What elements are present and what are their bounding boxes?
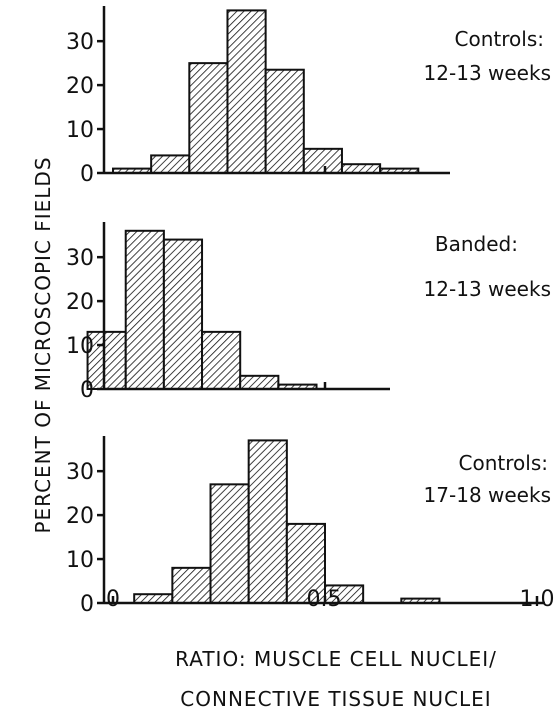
histogram-bar: [150, 154, 191, 174]
y-tick-label: 0: [80, 162, 94, 187]
panel-controls-17-18-weeks: 0 10 20 30: [66, 436, 545, 617]
panel-controls-12-13-weeks: 0 10 20 30: [66, 6, 450, 187]
y-tick-label: 20: [66, 504, 94, 529]
histogram-bar: [209, 483, 250, 604]
y-tick-label: 30: [66, 460, 94, 485]
y-tick-label: 30: [66, 246, 94, 271]
panel-label-3-line2: 17-18 weeks: [424, 483, 551, 507]
y-tick-label: 20: [66, 74, 94, 99]
histogram-bar: [340, 163, 382, 174]
panel-label-1-line1: Controls:: [455, 27, 544, 51]
histogram-bar: [285, 522, 326, 604]
y-tick-label: 10: [66, 118, 94, 143]
panel-label-3-line1: Controls:: [459, 451, 548, 475]
y-tick-label: 10: [66, 548, 94, 573]
histogram-bar: [226, 9, 267, 175]
y-tick-label: 0: [80, 378, 94, 403]
y-tick-label: 10: [66, 334, 94, 359]
histogram-bar: [264, 68, 305, 174]
histogram-bar: [133, 593, 174, 604]
panel-banded-12-13-weeks: 0 10 20 30: [66, 222, 390, 403]
histogram-bar: [201, 330, 242, 390]
y-tick-label: 20: [66, 290, 94, 315]
x-tick-label-05: 0.5: [307, 587, 342, 612]
histogram-bar: [247, 439, 288, 605]
x-axis-title-line2: CONNECTIVE TISSUE NUCLEI: [180, 687, 491, 711]
histogram-bar: [124, 229, 165, 390]
x-tick-label-10: 1.0: [520, 587, 555, 612]
panel-label-2-line1: Banded:: [435, 232, 518, 256]
histogram-bar: [188, 62, 229, 175]
y-axis-title: PERCENT OF MICROSCOPIC FIELDS: [31, 156, 55, 533]
x-axis-title-line1: RATIO: MUSCLE CELL NUCLEI/: [175, 647, 497, 671]
histogram-bar: [162, 238, 204, 390]
histogram-bar: [302, 147, 343, 175]
panel-label-2-line2: 12-13 weeks: [424, 277, 551, 301]
y-tick-label: 0: [80, 592, 94, 617]
y-tick-label: 30: [66, 30, 94, 55]
panel-label-1-line2: 12-13 weeks: [424, 61, 551, 85]
x-tick-label-0: 0: [106, 587, 120, 612]
histogram-bar: [239, 374, 280, 391]
histogram-bar: [171, 566, 212, 604]
